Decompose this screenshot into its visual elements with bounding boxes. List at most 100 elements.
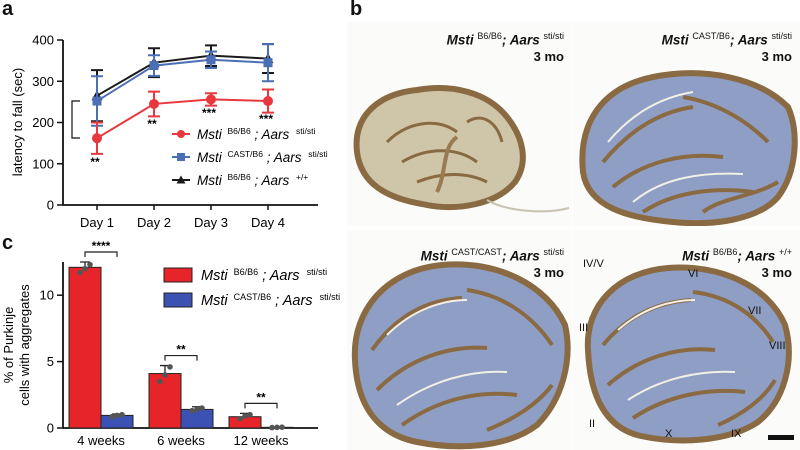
y-tick-label: 200 <box>32 115 54 130</box>
histology-image-1: Msti B6/B6; Aars sti/sti 3 mo <box>347 22 572 226</box>
cerebellum-section <box>584 264 794 444</box>
svg-text:Msti B6/B6 ;: Msti B6/B6 ; Aars sti/sti <box>197 122 315 142</box>
y-tick-label: 0 <box>47 198 54 213</box>
legend-genotype: Msti <box>197 150 223 165</box>
y-tick-label: 5 <box>47 354 54 369</box>
legend-entry-1: Msti CAST/B6 ; Aars sti/sti <box>163 288 340 309</box>
legend-entry-0: Msti B6/B6 ; Aars sti/sti <box>172 122 315 142</box>
data-point <box>167 364 173 370</box>
legend-allele: +/+ <box>296 172 308 182</box>
histology-image-3: Msti CAST/CAST; Aars sti/sti 3 mo <box>347 230 572 450</box>
y-tick-label: 300 <box>32 74 54 89</box>
data-point <box>274 424 280 431</box>
significance-bracket <box>164 354 198 361</box>
legend-gene: Aars <box>282 293 313 309</box>
x-tick-label: 6 weeks <box>157 433 205 448</box>
image-age: 3 mo <box>761 264 792 280</box>
image-age: 3 mo <box>533 48 564 64</box>
y-axis-label-line1: % of Purkinje <box>1 307 16 384</box>
data-point <box>237 415 243 422</box>
scale-bar <box>768 435 794 440</box>
data-point <box>92 96 102 106</box>
image-gene: Aars <box>509 248 540 264</box>
series-1 <box>91 43 274 127</box>
legend-strain: CAST/B6 <box>234 292 272 302</box>
panel-letter-b: b <box>350 0 363 20</box>
latency-line-chart: 0 100 200 300 400 Day 1 Day 2 Day 3 Day 4 latenc… <box>10 33 328 231</box>
legend-genotype: Msti <box>197 127 223 142</box>
image-age: 3 mo <box>761 48 792 64</box>
lobule-label: III <box>579 322 589 334</box>
image-genotype: Msti <box>661 32 689 48</box>
legend-entry-0: Msti B6/B6 ; Aars sti/sti <box>163 263 327 284</box>
line-legend: Msti B6/B6 ; Aars sti/sti Msti CAST/B6 ;… <box>172 122 328 188</box>
significance-bracket <box>244 402 278 409</box>
legend-allele: sti/sti <box>296 126 315 136</box>
svg-text:Msti CAST/B6 ;: Msti CAST/B6 ; Aars sti/sti <box>201 288 340 309</box>
image-genotype: Msti <box>682 248 710 264</box>
y-tick-label: 400 <box>32 33 54 48</box>
data-point <box>162 372 168 378</box>
data-point <box>247 411 253 418</box>
x-tick-label: Day 2 <box>137 215 171 230</box>
histology-image-2: Msti CAST/B6; Aars sti/sti 3 mo <box>573 22 800 226</box>
data-point <box>149 98 159 109</box>
legend-strain: B6/B6 <box>228 172 251 182</box>
data-point <box>149 61 159 71</box>
legend-genotype: Msti <box>201 268 228 284</box>
image-genotype: Msti <box>446 32 474 48</box>
data-point <box>109 413 115 420</box>
bar-legend: Msti B6/B6 ; Aars sti/sti Msti CAST/B6 ;… <box>163 263 340 309</box>
significance-marker: *** <box>259 112 273 126</box>
data-point <box>189 407 195 414</box>
legend-allele: sti/sti <box>308 149 327 159</box>
image-strain: CAST/CAST <box>451 247 502 257</box>
bar <box>148 373 182 429</box>
image-gene: Aars <box>509 32 540 48</box>
panel-letter-c: c <box>2 232 14 254</box>
series-2 <box>91 43 274 123</box>
aggregates-bar-chart: 0 5 10 4 weeks 6 weeks 12 weeks % of Purkinje… <box>1 239 340 448</box>
legend-entry-1: Msti CAST/B6 ; Aars sti/sti <box>172 145 328 165</box>
legend-allele: sti/sti <box>307 267 328 277</box>
legend-genotype: Msti <box>201 293 228 309</box>
data-point <box>242 413 248 419</box>
series-line <box>96 58 269 102</box>
svg-text:Msti CAST/B6 ;: Msti CAST/B6 ; Aars sti/sti <box>197 145 328 165</box>
data-point <box>157 378 163 385</box>
data-point <box>77 269 83 276</box>
image-allele: sti/sti <box>543 247 564 257</box>
image-allele: +/+ <box>778 247 792 257</box>
series-0 <box>91 88 274 155</box>
panel-letter-a: a <box>2 0 14 20</box>
x-tick-label: Day 4 <box>251 215 285 230</box>
x-tick-label: 4 weeks <box>77 433 125 448</box>
bar <box>68 266 102 429</box>
legend-entry-2: Msti B6/B6 ; Aars +/+ <box>172 172 308 188</box>
image-strain: B6/B6 <box>712 247 738 257</box>
significance-bracket <box>84 251 118 257</box>
data-point <box>82 265 88 272</box>
x-tick-label: Day 1 <box>80 215 114 230</box>
svg-text:Msti B6/B6 ;: Msti B6/B6 ; Aars sti/sti <box>201 263 327 284</box>
significance-marker: ** <box>147 117 157 131</box>
significance-marker: ** <box>176 343 186 357</box>
lobule-label: IX <box>731 428 742 440</box>
day1-bracket <box>71 100 80 139</box>
data-point <box>194 406 200 413</box>
significance-marker: *** <box>202 106 216 120</box>
image-gene: Aars <box>745 248 776 264</box>
y-tick-label: 0 <box>47 421 54 436</box>
significance-marker: **** <box>92 239 111 253</box>
lobule-label: IV/V <box>583 258 604 270</box>
x-tick-label: Day 3 <box>194 215 228 230</box>
data-point <box>206 55 216 65</box>
data-point <box>87 261 93 268</box>
legend-allele: sti/sti <box>320 292 341 302</box>
cerebellum-section <box>579 70 798 226</box>
legend-gene: Aars <box>273 150 302 165</box>
image-age: 3 mo <box>533 264 564 280</box>
data-point <box>269 424 275 431</box>
legend-strain: B6/B6 <box>234 267 259 277</box>
y-tick-label: 100 <box>32 156 54 171</box>
